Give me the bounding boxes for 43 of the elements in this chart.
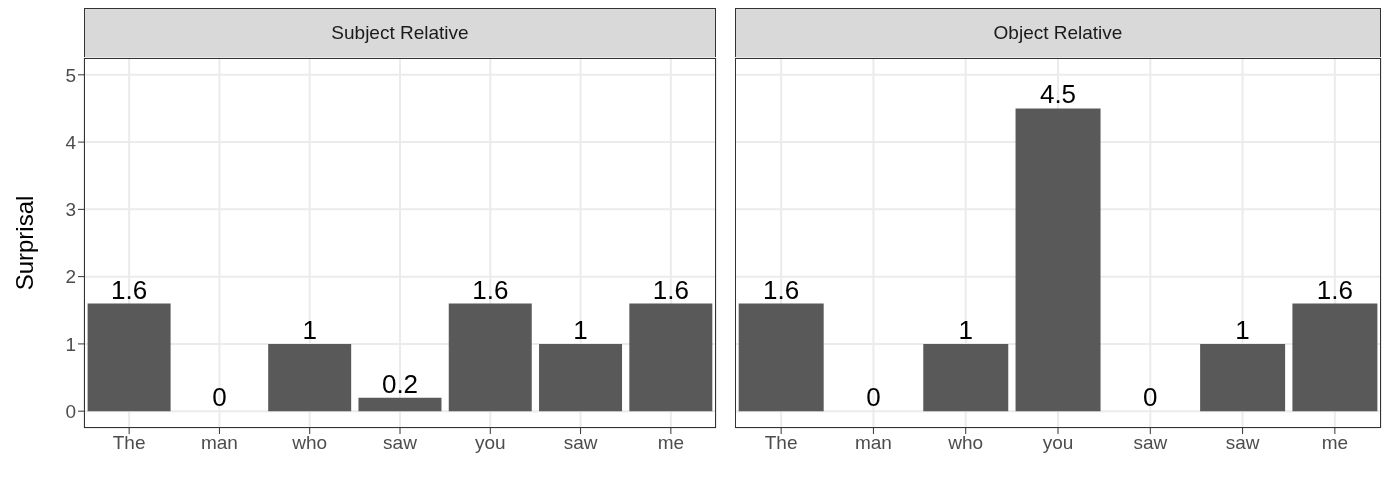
x-tick-label: me [1321,432,1349,454]
y-tick-label: 4 [65,131,77,153]
y-tick-label: 3 [65,199,76,221]
y-tick-label: 2 [65,266,76,288]
bar [87,303,171,412]
data-label: 1.6 [762,274,801,305]
data-label: 1 [572,314,589,345]
x-tick-label: you [1042,432,1074,454]
bar [629,303,713,412]
chart-title: Object Relative [735,8,1381,58]
x-tick-label: The [764,432,798,454]
data-label: 0.2 [380,368,420,399]
x-tick-label: you [474,432,506,454]
x-tick-label: man [200,432,238,454]
x-tick-label: who [947,432,984,454]
data-label: 0 [865,382,882,413]
bar [448,303,532,412]
x-tick-label: The [112,432,146,454]
x-tick-label: saw [383,432,418,454]
data-label: 1 [301,314,318,345]
x-tick-label: saw [1225,432,1260,454]
data-label: 1 [1234,314,1251,345]
x-tick-label: man [854,432,892,454]
data-label: 1.6 [110,274,149,305]
x-tick-label: saw [1133,432,1168,454]
bar [539,343,623,412]
data-label: 1.6 [651,274,690,305]
data-label: 1.6 [471,274,510,305]
data-label: 4.5 [1038,79,1078,110]
x-tick-label: me [657,432,685,454]
data-label: 0 [211,382,228,413]
bar [358,397,442,412]
x-tick-label: saw [563,432,598,454]
bar [268,343,352,412]
chart-title: Subject Relative [84,8,716,58]
data-label: 1.6 [1315,274,1354,305]
y-tick-label: 1 [65,333,76,355]
y-tick-label: 0 [65,400,76,422]
data-label: 0 [1142,382,1159,413]
y-axis-title: Surprisal [10,195,38,291]
data-label: 1 [957,314,974,345]
x-tick-label: who [291,432,328,454]
y-tick-label: 5 [65,64,76,86]
